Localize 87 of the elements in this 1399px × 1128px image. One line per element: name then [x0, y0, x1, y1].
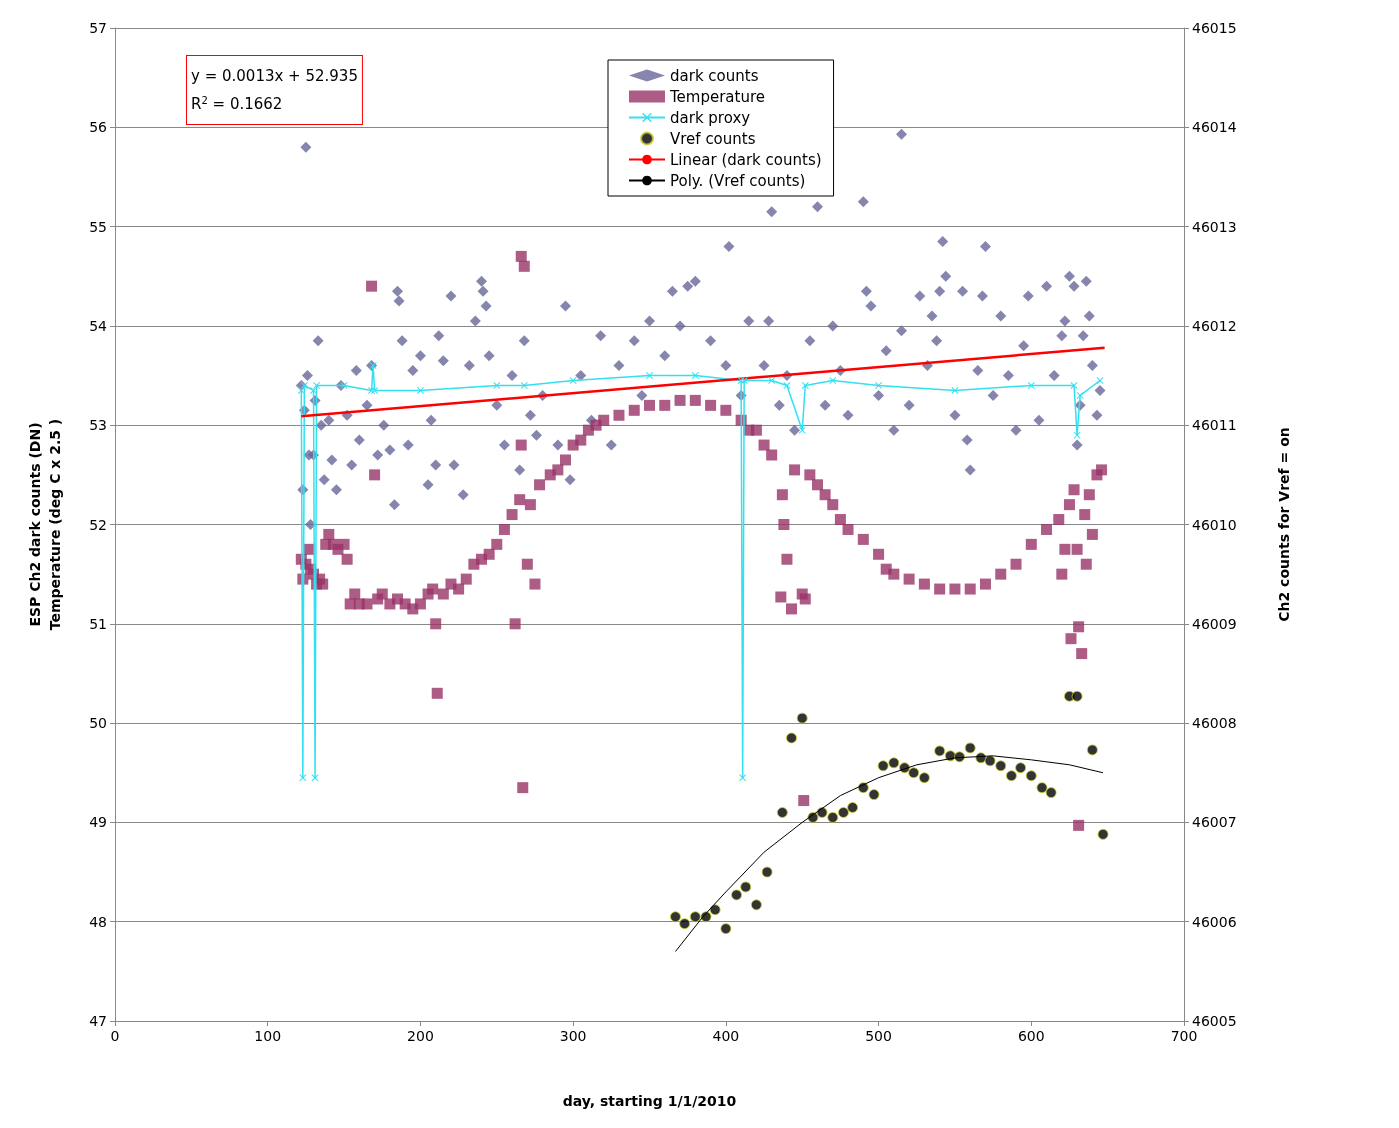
legend-label: Temperature: [669, 87, 766, 106]
y-tick-label: 50: [89, 715, 107, 732]
point: [857, 782, 869, 794]
point: [847, 802, 859, 813]
y-tick-label: 52: [89, 516, 107, 533]
point: [493, 381, 501, 389]
point: [827, 811, 839, 823]
legend-label: dark proxy: [670, 108, 751, 127]
point: [995, 760, 1007, 772]
point: [340, 381, 348, 389]
point: [709, 904, 721, 916]
point: [918, 772, 930, 784]
legend-label: Vref counts: [670, 129, 756, 148]
point: [569, 377, 577, 385]
point: [1071, 690, 1083, 702]
y-tick-label: 48: [89, 913, 107, 930]
point: [750, 899, 762, 911]
y2-tick-label: 46013: [1192, 218, 1237, 235]
x-tick-label: 500: [865, 1028, 892, 1044]
point: [837, 806, 849, 818]
legend-label: Poly. (Vref counts): [670, 171, 806, 190]
point: [1036, 782, 1048, 794]
x-tick-label: 600: [1017, 1028, 1045, 1044]
y-tick-label: 49: [89, 814, 107, 831]
y-tick-label: 56: [89, 119, 108, 136]
y2-tick-label: 46009: [1192, 615, 1237, 632]
point: [934, 745, 946, 757]
point: [1076, 391, 1084, 399]
x-tick-label: 400: [712, 1028, 740, 1044]
x-tick-label: 100: [254, 1028, 282, 1044]
y-tick-label: 53: [89, 417, 107, 434]
point: [1015, 762, 1027, 774]
point: [1005, 770, 1017, 782]
point: [786, 732, 798, 744]
point: [299, 774, 307, 782]
point: [739, 774, 747, 782]
y2-axis-title: Ch2 counts for Vref = on: [1276, 427, 1292, 622]
point: [731, 889, 743, 901]
y2-tick-label: 46006: [1192, 913, 1237, 930]
y2-tick-label: 46015: [1192, 20, 1237, 36]
point: [1070, 381, 1078, 389]
point: [1025, 770, 1037, 782]
y2-tick-label: 46014: [1192, 119, 1237, 136]
point: [740, 881, 752, 893]
x-tick-label: 200: [407, 1028, 434, 1044]
point: [776, 806, 788, 818]
point: [783, 381, 791, 389]
point: [796, 712, 808, 724]
point: [908, 767, 920, 779]
y-tick-label: 55: [89, 218, 107, 235]
point: [888, 757, 900, 769]
point: [798, 426, 806, 434]
legend-label: Linear (dark counts): [670, 150, 822, 169]
point: [951, 386, 959, 394]
point: [1097, 828, 1109, 840]
y2-tick-label: 46010: [1192, 516, 1237, 533]
point: [964, 742, 976, 754]
x-tick-label: 700: [1170, 1028, 1198, 1044]
legend-label: dark counts: [670, 66, 759, 85]
point: [761, 866, 773, 878]
point: [1096, 377, 1104, 385]
y2-tick-label: 46005: [1192, 1013, 1237, 1029]
y-tick-label: 54: [89, 317, 108, 334]
point: [868, 789, 880, 801]
point: [740, 377, 748, 385]
point: [689, 911, 701, 923]
point: [311, 774, 319, 782]
point: [679, 918, 691, 930]
x-axis-title: day, starting 1/1/2010: [562, 1093, 737, 1109]
y-axis-title: ESP Ch2 dark counts (DN) Temperature (deg C x 2.5 ): [27, 418, 63, 631]
y2-tick-label: 46012: [1192, 317, 1237, 334]
point: [816, 806, 828, 818]
point: [669, 911, 681, 923]
point: [1086, 744, 1098, 756]
x-tick-label: 0: [110, 1028, 120, 1044]
y2-tick-label: 46011: [1192, 417, 1237, 434]
y2-tick-label: 46008: [1192, 715, 1237, 732]
y-tick-label: 47: [89, 1013, 107, 1029]
point: [1045, 787, 1057, 799]
y2-tick-label: 46007: [1192, 814, 1237, 831]
point: [877, 760, 889, 772]
point: [984, 755, 996, 767]
y-tick-label: 51: [89, 615, 107, 632]
point: [954, 751, 966, 763]
point: [720, 923, 732, 935]
y-tick-label: 57: [89, 20, 107, 36]
x-tick-label: 300: [559, 1028, 587, 1044]
